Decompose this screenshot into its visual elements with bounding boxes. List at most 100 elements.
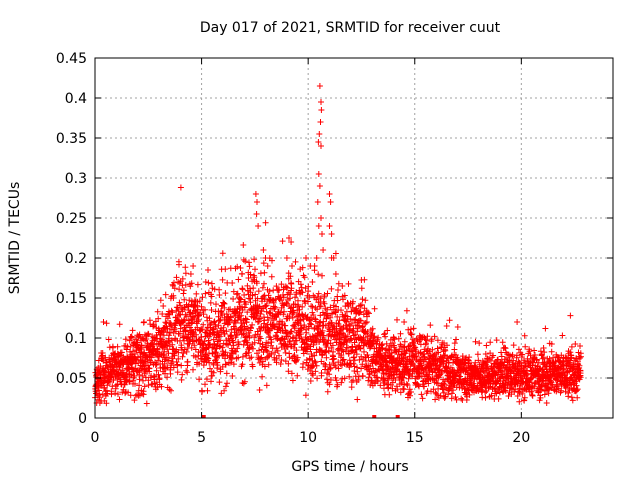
data-point bbox=[574, 386, 581, 393]
data-point bbox=[219, 250, 226, 257]
data-point bbox=[328, 231, 335, 237]
data-point bbox=[335, 280, 342, 287]
data-point bbox=[257, 335, 264, 342]
data-point bbox=[213, 345, 220, 352]
data-point bbox=[187, 324, 193, 331]
data-point bbox=[269, 257, 275, 264]
data-point bbox=[162, 319, 169, 326]
data-point bbox=[173, 274, 180, 281]
data-point bbox=[341, 292, 348, 299]
y-tick-label: 0.05 bbox=[56, 371, 87, 387]
x-tick-label: 0 bbox=[91, 430, 100, 446]
data-point bbox=[288, 285, 295, 292]
data-point bbox=[323, 354, 330, 361]
data-point bbox=[240, 330, 247, 337]
data-point bbox=[263, 347, 270, 354]
data-point bbox=[515, 346, 522, 353]
data-point bbox=[260, 293, 267, 300]
data-point bbox=[224, 380, 230, 387]
data-point bbox=[457, 376, 464, 383]
data-point bbox=[514, 319, 521, 325]
data-point bbox=[268, 273, 275, 280]
data-point bbox=[261, 363, 268, 370]
x-tick-label: 10 bbox=[299, 430, 317, 446]
data-point bbox=[288, 328, 295, 335]
data-point bbox=[522, 343, 529, 350]
data-point bbox=[174, 369, 181, 376]
data-point bbox=[382, 370, 389, 377]
data-point bbox=[188, 280, 195, 287]
data-point bbox=[316, 131, 323, 137]
data-point bbox=[573, 387, 580, 394]
data-point bbox=[400, 343, 407, 350]
data-point bbox=[254, 199, 260, 205]
data-point bbox=[103, 400, 110, 407]
data-point bbox=[392, 347, 399, 354]
data-point bbox=[513, 352, 520, 359]
data-point bbox=[451, 346, 458, 353]
data-point bbox=[216, 286, 223, 293]
data-point bbox=[290, 334, 297, 341]
data-point bbox=[116, 321, 123, 328]
data-point bbox=[115, 391, 121, 398]
data-point bbox=[173, 346, 180, 353]
data-point bbox=[291, 352, 298, 359]
data-point bbox=[200, 321, 207, 328]
data-point bbox=[128, 351, 135, 358]
data-point bbox=[294, 354, 301, 361]
data-point bbox=[382, 333, 389, 340]
data-point bbox=[558, 387, 565, 394]
data-point bbox=[487, 339, 494, 346]
data-point bbox=[203, 345, 210, 352]
data-point bbox=[114, 343, 121, 350]
data-point bbox=[576, 355, 583, 361]
data-point bbox=[178, 362, 185, 369]
data-point bbox=[318, 370, 325, 376]
data-point bbox=[240, 242, 247, 248]
data-point bbox=[241, 304, 248, 311]
data-point bbox=[264, 263, 271, 269]
data-point bbox=[337, 327, 344, 334]
data-point bbox=[239, 286, 246, 293]
data-point bbox=[154, 308, 161, 315]
data-point bbox=[312, 368, 319, 375]
data-point bbox=[120, 361, 127, 368]
data-point bbox=[199, 294, 206, 301]
data-point bbox=[219, 363, 226, 370]
data-point bbox=[286, 354, 293, 361]
data-point bbox=[309, 303, 316, 310]
data-point bbox=[246, 332, 253, 339]
data-point bbox=[397, 330, 404, 337]
data-point bbox=[528, 388, 535, 395]
data-point bbox=[435, 349, 442, 356]
data-point bbox=[116, 396, 123, 403]
data-point bbox=[219, 276, 226, 283]
data-point bbox=[288, 370, 295, 377]
data-point bbox=[96, 394, 103, 401]
data-point bbox=[182, 270, 189, 277]
data-point bbox=[198, 303, 205, 310]
data-point bbox=[167, 370, 174, 377]
data-point bbox=[454, 324, 461, 330]
data-point bbox=[356, 356, 363, 363]
data-point bbox=[401, 319, 408, 325]
data-point bbox=[260, 247, 267, 253]
data-point bbox=[278, 281, 285, 288]
data-point bbox=[326, 191, 333, 197]
data-point bbox=[222, 383, 229, 390]
data-point bbox=[236, 309, 243, 316]
data-point bbox=[362, 320, 369, 326]
data-point bbox=[255, 288, 262, 295]
data-point bbox=[220, 324, 227, 331]
data-point bbox=[265, 317, 272, 323]
data-point bbox=[415, 382, 422, 389]
data-point bbox=[206, 315, 213, 322]
data-point bbox=[248, 354, 255, 361]
data-point bbox=[251, 256, 258, 263]
data-point bbox=[316, 83, 323, 89]
data-point bbox=[482, 389, 489, 396]
data-point bbox=[434, 392, 441, 399]
data-point bbox=[253, 280, 260, 287]
data-point bbox=[578, 353, 584, 360]
